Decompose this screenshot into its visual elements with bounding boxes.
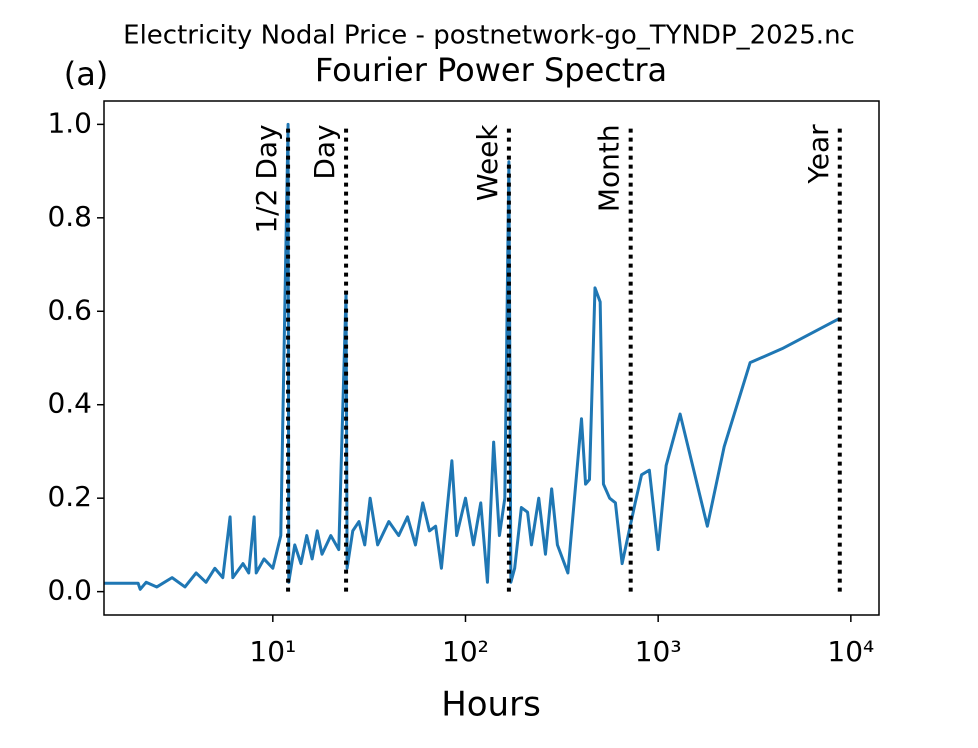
x-tick-label: 10⁴	[827, 635, 874, 668]
y-tick-label: 0.2	[47, 480, 92, 513]
chart-title: Fourier Power Spectra	[315, 51, 667, 89]
x-tick-label: 10²	[442, 635, 489, 668]
suptitle: Electricity Nodal Price - postnetwork-go…	[123, 21, 855, 51]
reference-label: 1/2 Day	[250, 124, 283, 233]
y-tick-label: 0.8	[47, 200, 92, 233]
y-tick-label: 1.0	[47, 106, 92, 139]
reference-label: Week	[471, 124, 504, 201]
reference-label: Day	[308, 124, 341, 179]
reference-label: Month	[593, 124, 626, 212]
x-tick-label: 10³	[635, 635, 682, 668]
panel-label: (a)	[64, 55, 109, 93]
x-tick-label: 10¹	[249, 635, 296, 668]
x-axis-label: Hours	[441, 685, 541, 725]
y-tick-label: 0.0	[47, 574, 92, 607]
reference-label: Year	[802, 124, 835, 185]
plot-frame	[103, 100, 880, 616]
y-tick-label: 0.6	[47, 293, 92, 326]
y-tick-label: 0.4	[47, 387, 92, 420]
line-series	[104, 122, 841, 591]
